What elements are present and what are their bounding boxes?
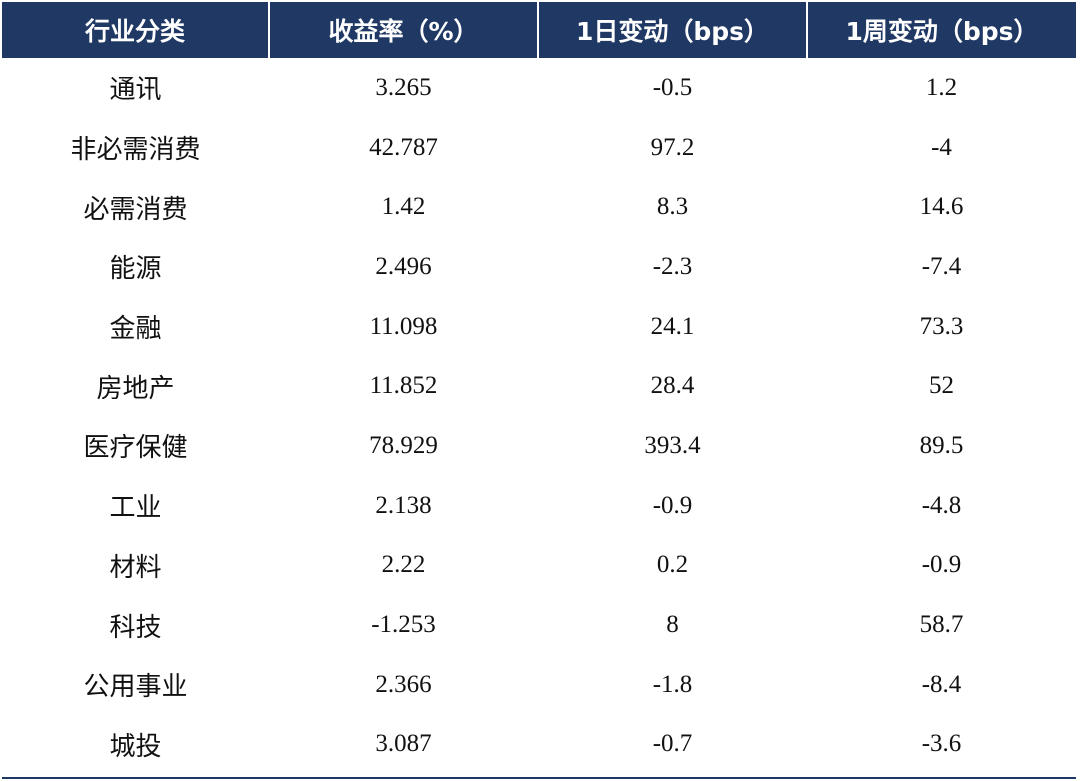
cell-yield: 11.852	[369, 372, 438, 400]
table-header-row: 行业分类 收益率（%） 1日变动（bps） 1周变动（bps）	[2, 2, 1076, 58]
cell-yield: 1.42	[381, 193, 426, 221]
cell-change-1d: 28.4	[650, 372, 695, 400]
header-yield: 收益率（%）	[268, 2, 538, 58]
cell-change-1w: -0.9	[921, 551, 962, 579]
cell-change-1w: -7.4	[921, 252, 962, 280]
cell-category: 金融	[109, 314, 162, 345]
table-row: 工业 2.138 -0.9 -4.8	[2, 476, 1076, 536]
cell-yield: 2.496	[375, 252, 432, 280]
cell-category: 公用事业	[83, 672, 188, 703]
cell-yield: -1.253	[371, 611, 436, 639]
cell-change-1d: -1.8	[652, 670, 693, 698]
cell-category: 工业	[109, 493, 162, 524]
table-row: 科技 -1.253 8 58.7	[2, 595, 1076, 655]
table-row: 材料 2.22 0.2 -0.9	[2, 536, 1076, 596]
cell-change-1w: 14.6	[919, 193, 964, 221]
cell-category: 能源	[109, 254, 162, 285]
cell-change-1w: 73.3	[919, 312, 964, 340]
cell-yield: 2.22	[381, 551, 426, 579]
cell-change-1w: -8.4	[921, 670, 962, 698]
cell-change-1d: 8	[666, 611, 679, 639]
table-row: 公用事业 2.366 -1.8 -8.4	[2, 655, 1076, 715]
cell-yield: 3.265	[375, 73, 432, 101]
cell-category: 必需消费	[83, 194, 188, 225]
cell-change-1w: 52	[929, 372, 954, 400]
header-change-1w: 1周变动（bps）	[806, 2, 1076, 58]
cell-change-1d: 0.2	[656, 551, 689, 579]
cell-yield: 2.138	[375, 491, 432, 519]
cell-change-1d: -0.9	[652, 491, 693, 519]
header-category: 行业分类	[2, 2, 269, 58]
table-row: 能源 2.496 -2.3 -7.4	[2, 237, 1076, 297]
cell-change-1w: 58.7	[919, 611, 964, 639]
cell-category: 材料	[109, 552, 162, 583]
cell-category: 城投	[109, 731, 162, 762]
cell-yield: 3.087	[375, 730, 432, 758]
table-row: 非必需消费 42.787 97.2 -4	[2, 118, 1076, 178]
table-row: 金融 11.098 24.1 73.3	[2, 297, 1076, 357]
cell-category: 房地产	[96, 373, 175, 404]
table-row: 房地产 11.852 28.4 52	[2, 356, 1076, 416]
cell-change-1w: -4.8	[921, 491, 962, 519]
cell-yield: 2.366	[375, 670, 432, 698]
cell-yield: 78.929	[369, 431, 438, 459]
table-row: 医疗保健 78.929 393.4 89.5	[2, 416, 1076, 476]
cell-change-1d: -0.7	[652, 730, 693, 758]
cell-yield: 42.787	[369, 133, 438, 161]
cell-category: 科技	[109, 612, 162, 643]
header-change-1d: 1日变动（bps）	[537, 2, 807, 58]
cell-change-1d: 393.4	[644, 431, 701, 459]
table-row: 必需消费 1.42 8.3 14.6	[2, 177, 1076, 237]
table-row: 通讯 3.265 -0.5 1.2	[2, 58, 1076, 118]
cell-change-1w: -4	[931, 133, 952, 161]
cell-change-1d: -2.3	[652, 252, 693, 280]
cell-change-1d: -0.5	[652, 73, 693, 101]
cell-change-1w: -3.6	[921, 730, 962, 758]
cell-change-1d: 97.2	[650, 133, 695, 161]
cell-change-1w: 1.2	[925, 73, 958, 101]
cell-category: 通讯	[109, 75, 162, 106]
cell-yield: 11.098	[369, 312, 438, 340]
cell-change-1d: 8.3	[656, 193, 689, 221]
cell-category: 医疗保健	[83, 433, 188, 464]
cell-category: 非必需消费	[70, 135, 201, 166]
table-row: 城投 3.087 -0.7 -3.6	[2, 715, 1076, 775]
cell-change-1w: 89.5	[919, 431, 964, 459]
cell-change-1d: 24.1	[650, 312, 695, 340]
